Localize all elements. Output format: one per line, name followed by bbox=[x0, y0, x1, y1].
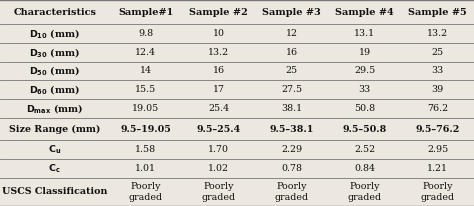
Text: 2.52: 2.52 bbox=[354, 145, 375, 154]
Text: 1.58: 1.58 bbox=[135, 145, 156, 154]
Text: Sample #4: Sample #4 bbox=[335, 7, 394, 16]
Text: 27.5: 27.5 bbox=[281, 85, 302, 94]
Text: Poorly
graded: Poorly graded bbox=[420, 182, 455, 202]
Text: $\mathbf{D_{max}}$ (mm): $\mathbf{D_{max}}$ (mm) bbox=[26, 102, 83, 115]
Text: 33: 33 bbox=[358, 85, 371, 94]
Text: Size Range (mm): Size Range (mm) bbox=[9, 125, 100, 134]
Text: Sample #2: Sample #2 bbox=[190, 7, 248, 16]
Text: 13.1: 13.1 bbox=[354, 29, 375, 38]
Text: Poorly
graded: Poorly graded bbox=[347, 182, 382, 202]
Text: 10: 10 bbox=[213, 29, 225, 38]
Text: 14: 14 bbox=[140, 67, 152, 75]
Text: 13.2: 13.2 bbox=[427, 29, 448, 38]
Text: Poorly
graded: Poorly graded bbox=[202, 182, 236, 202]
Text: Characteristics: Characteristics bbox=[13, 7, 96, 16]
Text: 25.4: 25.4 bbox=[208, 104, 229, 113]
Text: 0.84: 0.84 bbox=[354, 164, 375, 173]
Text: 0.78: 0.78 bbox=[281, 164, 302, 173]
Text: 19.05: 19.05 bbox=[132, 104, 159, 113]
Text: 9.8: 9.8 bbox=[138, 29, 154, 38]
Text: 1.02: 1.02 bbox=[208, 164, 229, 173]
Text: 1.70: 1.70 bbox=[208, 145, 229, 154]
Text: Sample #3: Sample #3 bbox=[262, 7, 321, 16]
Text: 9.5–50.8: 9.5–50.8 bbox=[343, 125, 387, 134]
Text: Sample#1: Sample#1 bbox=[118, 7, 173, 16]
Text: 13.2: 13.2 bbox=[208, 48, 229, 57]
Text: 12.4: 12.4 bbox=[136, 48, 156, 57]
Text: 2.95: 2.95 bbox=[427, 145, 448, 154]
Text: 76.2: 76.2 bbox=[427, 104, 448, 113]
Text: $\mathbf{D_{30}}$ (mm): $\mathbf{D_{30}}$ (mm) bbox=[29, 46, 80, 59]
Text: 39: 39 bbox=[431, 85, 444, 94]
Text: 2.29: 2.29 bbox=[281, 145, 302, 154]
Text: 9.5–76.2: 9.5–76.2 bbox=[415, 125, 460, 134]
Text: 29.5: 29.5 bbox=[354, 67, 375, 75]
Text: $\mathbf{C_c}$: $\mathbf{C_c}$ bbox=[48, 162, 61, 175]
Text: Poorly
graded: Poorly graded bbox=[274, 182, 309, 202]
Text: 25: 25 bbox=[286, 67, 298, 75]
Text: 16: 16 bbox=[286, 48, 298, 57]
Text: $\mathbf{C_u}$: $\mathbf{C_u}$ bbox=[48, 143, 61, 156]
Text: 9.5–25.4: 9.5–25.4 bbox=[197, 125, 241, 134]
Text: $\mathbf{D_{10}}$ (mm): $\mathbf{D_{10}}$ (mm) bbox=[29, 27, 80, 40]
Text: 16: 16 bbox=[213, 67, 225, 75]
Text: 38.1: 38.1 bbox=[281, 104, 302, 113]
Text: Sample #5: Sample #5 bbox=[408, 7, 467, 16]
Text: USCS Classification: USCS Classification bbox=[2, 187, 108, 197]
Text: 19: 19 bbox=[358, 48, 371, 57]
Text: 33: 33 bbox=[431, 67, 444, 75]
Text: 9.5–38.1: 9.5–38.1 bbox=[270, 125, 314, 134]
Text: 12: 12 bbox=[286, 29, 298, 38]
Text: $\mathbf{D_{50}}$ (mm): $\mathbf{D_{50}}$ (mm) bbox=[29, 64, 80, 77]
Text: 17: 17 bbox=[213, 85, 225, 94]
Text: Poorly
graded: Poorly graded bbox=[129, 182, 163, 202]
Text: 15.5: 15.5 bbox=[135, 85, 156, 94]
Text: 1.01: 1.01 bbox=[136, 164, 156, 173]
Text: $\mathbf{D_{60}}$ (mm): $\mathbf{D_{60}}$ (mm) bbox=[29, 83, 80, 96]
Text: 25: 25 bbox=[431, 48, 444, 57]
Text: 1.21: 1.21 bbox=[427, 164, 448, 173]
Text: 9.5–19.05: 9.5–19.05 bbox=[120, 125, 171, 134]
Text: 50.8: 50.8 bbox=[354, 104, 375, 113]
